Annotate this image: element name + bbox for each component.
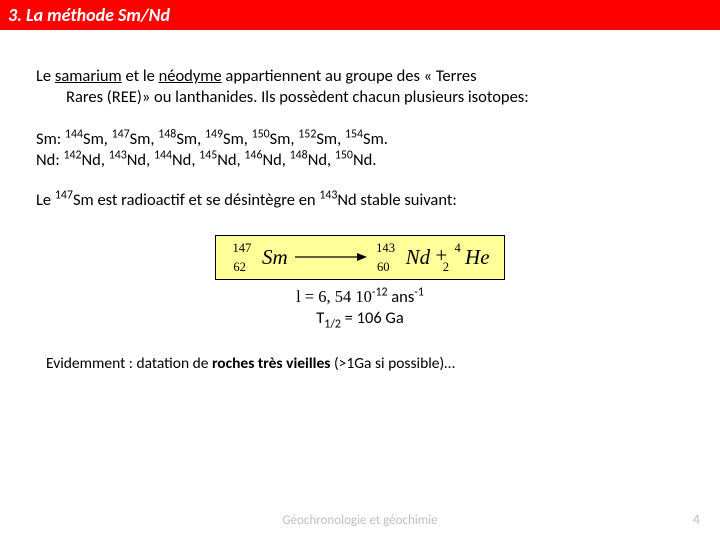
- section-title: 3. La méthode Sm/Nd: [8, 4, 170, 26]
- equation-box: 14762Sm 14360Nd + 42He: [36, 235, 684, 280]
- isotope-list: Sm: 144Sm, 147Sm, 148Sm, 149Sm, 150Sm, 1…: [36, 129, 684, 172]
- z: 62: [233, 260, 246, 274]
- element: Sm: [262, 245, 288, 269]
- mass: 143: [319, 188, 337, 202]
- lambda-line: l = 6, 54 10-12 ans-1: [36, 286, 684, 308]
- text: et le: [122, 66, 159, 86]
- halflife-line: T1/2 = 106 Ga: [36, 308, 684, 329]
- mass: 149: [205, 127, 223, 141]
- text: Le: [36, 66, 55, 86]
- mass: 148: [158, 127, 176, 141]
- mass: 147: [232, 241, 251, 255]
- mass: 142: [63, 149, 81, 163]
- neodyme-term: néodyme: [159, 66, 222, 86]
- decay-equation: 14762Sm 14360Nd + 42He: [215, 235, 504, 280]
- text: ans: [388, 287, 415, 307]
- mass: 150: [335, 149, 353, 163]
- text: Le: [36, 190, 55, 210]
- mass: 143: [376, 241, 395, 255]
- footer-text: Géochronologie et géochimie: [0, 513, 720, 528]
- z: 2: [443, 260, 449, 274]
- text: Sm.: [363, 129, 388, 149]
- mass: 4: [454, 241, 460, 255]
- z: 60: [377, 260, 390, 274]
- mass: 144: [154, 149, 172, 163]
- text: Sm est radioactif et se désintègre en: [73, 190, 319, 210]
- sm-label: Sm:: [36, 129, 65, 149]
- sm-term: 147 62 Sm: [230, 244, 287, 271]
- element: Nd: [406, 245, 431, 269]
- intro-paragraph: Le samarium et le néodyme appartiennent …: [36, 66, 684, 109]
- page-number: 4: [693, 511, 700, 528]
- arrow-icon: [295, 251, 367, 263]
- mass: 147: [55, 188, 73, 202]
- emphasis: roches très vieilles: [212, 354, 331, 373]
- sm-isotopes: Sm: 144Sm, 147Sm, 148Sm, 149Sm, 150Sm, 1…: [36, 129, 684, 150]
- text: = 106 Ga: [341, 308, 404, 328]
- intro-line2: Rares (REE)» ou lanthanides. Ils possède…: [36, 87, 684, 108]
- decay-sentence: Le 147Sm est radioactif et se désintègre…: [36, 190, 684, 211]
- text: (>1Ga si possible)…: [330, 354, 454, 373]
- text: Evidemment : datation de: [46, 354, 212, 373]
- mass: 143: [109, 149, 127, 163]
- text: Nd stable suivant:: [337, 190, 456, 210]
- samarium-term: samarium: [55, 66, 122, 86]
- mass: 150: [252, 127, 270, 141]
- sub: 1/2: [324, 318, 341, 332]
- nd-term: 143 60 Nd: [374, 244, 430, 271]
- mass: 154: [345, 127, 363, 141]
- text: l = 6, 54 10: [296, 287, 372, 306]
- slide-content: Le samarium et le néodyme appartiennent …: [0, 30, 720, 374]
- mass: 145: [199, 149, 217, 163]
- mass: 146: [244, 149, 262, 163]
- mass: 152: [298, 127, 316, 141]
- constants: l = 6, 54 10-12 ans-1 T1/2 = 106 Ga: [36, 286, 684, 330]
- section-header: 3. La méthode Sm/Nd: [0, 0, 720, 30]
- mass: 144: [65, 127, 83, 141]
- element: He: [465, 245, 490, 269]
- conclusion: Evidemment : datation de roches très vie…: [36, 354, 684, 374]
- exp: -12: [372, 286, 388, 300]
- text: Nd.: [353, 150, 377, 170]
- he-term: 42He: [452, 244, 489, 271]
- mass: 147: [112, 127, 130, 141]
- text: appartiennent au groupe des « Terres: [222, 66, 477, 86]
- mass: 148: [290, 149, 308, 163]
- nd-isotopes: Nd: 142Nd, 143Nd, 144Nd, 145Nd, 146Nd, 1…: [36, 150, 684, 171]
- exp: -1: [414, 286, 424, 300]
- nd-label: Nd:: [36, 150, 63, 170]
